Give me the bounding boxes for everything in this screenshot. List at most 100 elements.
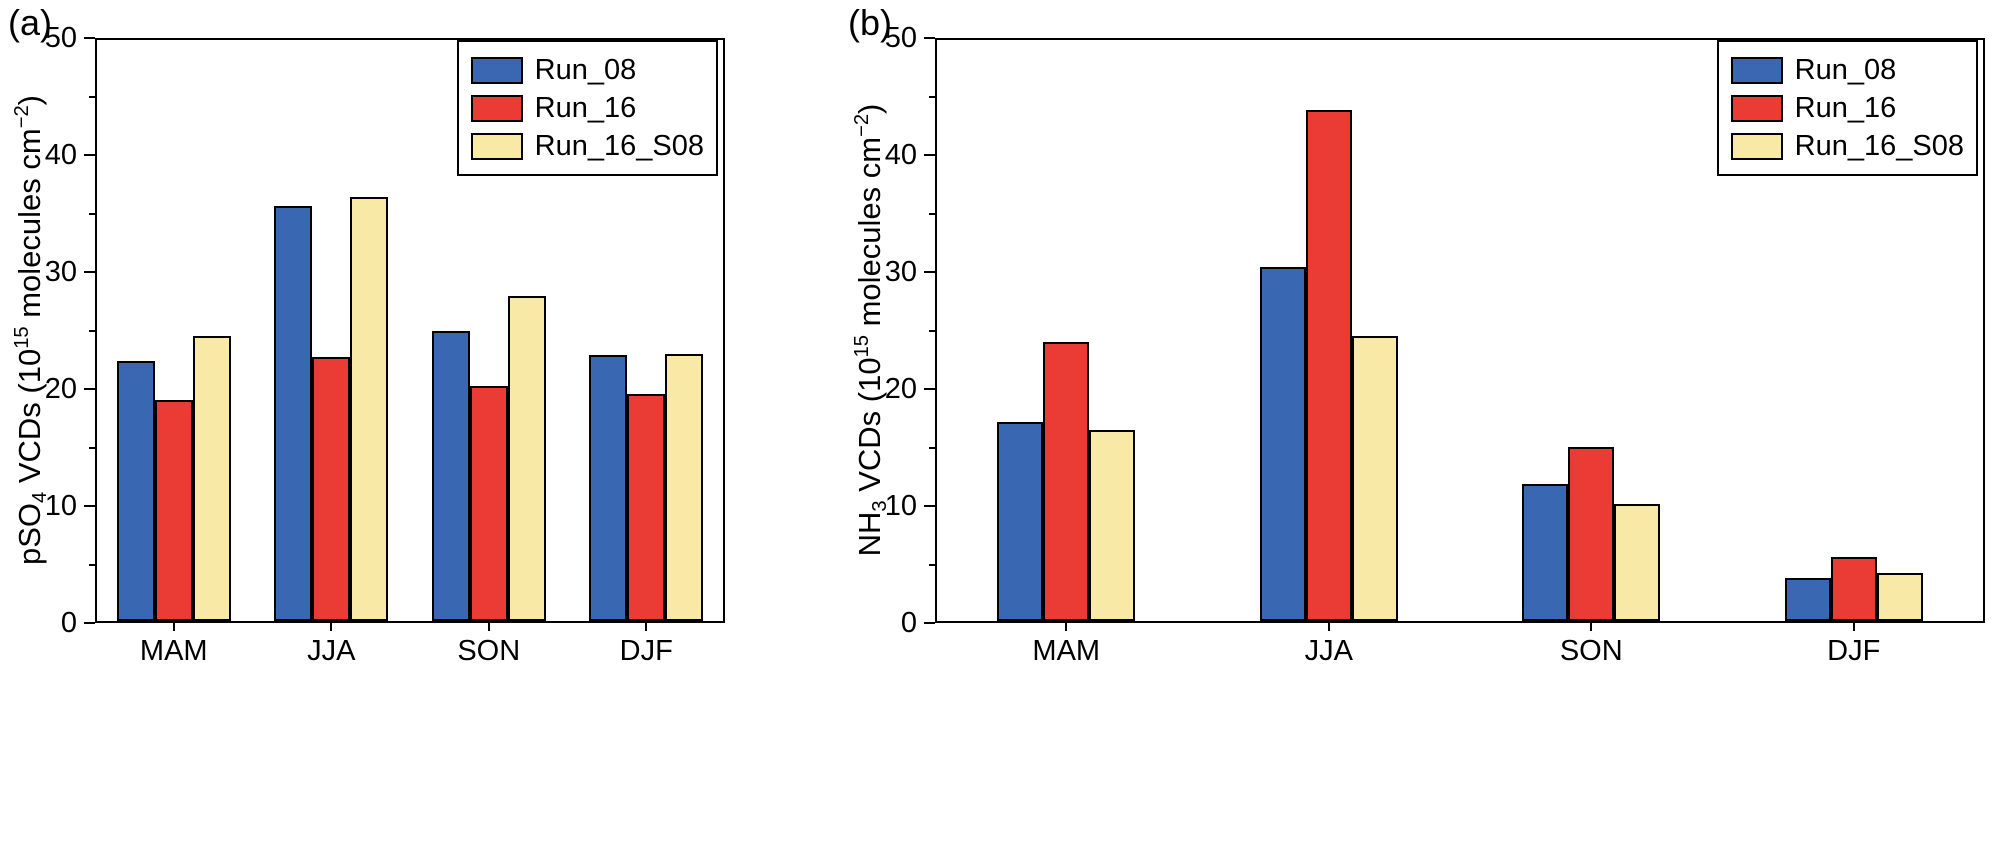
y-major-tick xyxy=(924,37,935,39)
y-minor-tick xyxy=(89,329,95,332)
bar-run_16-jja xyxy=(312,357,351,621)
legend-swatch-run_16 xyxy=(470,94,523,122)
bar-run_08-mam xyxy=(997,422,1044,621)
y-minor-tick xyxy=(929,95,935,98)
bar-run_16-djf xyxy=(1830,557,1877,621)
bar-run_16_s08-mam xyxy=(192,336,231,621)
y-axis-label-text: ) xyxy=(852,103,887,114)
x-category-label: MAM xyxy=(1032,635,1101,667)
legend-row-run_16_s08: Run_16_S08 xyxy=(470,130,704,162)
x-category-label: DJF xyxy=(1827,635,1881,667)
y-tick-label: 10 xyxy=(44,490,77,522)
legend-swatch-run_08 xyxy=(470,56,523,84)
y-tick-label: 50 xyxy=(44,22,77,54)
bar-run_08-jja xyxy=(1259,266,1306,621)
panel-label-b: (b) xyxy=(848,2,892,43)
bar-run_16-son xyxy=(1568,446,1615,621)
legend-row-run_16: Run_16 xyxy=(470,92,704,124)
x-category-label: MAM xyxy=(139,635,208,667)
bar-run_16_s08-son xyxy=(1614,503,1661,621)
y-tick-label: 30 xyxy=(884,256,917,288)
y-minor-tick xyxy=(929,563,935,566)
y-tick-label: 0 xyxy=(900,607,917,639)
x-tick xyxy=(1852,623,1855,631)
y-major-tick xyxy=(84,505,95,507)
y-minor-tick xyxy=(89,95,95,98)
y-minor-tick xyxy=(929,212,935,215)
legend-label-run_16: Run_16 xyxy=(534,92,637,124)
bar-run_08-jja xyxy=(274,206,313,621)
bar-run_16_s08-djf xyxy=(1876,573,1923,621)
y-minor-tick xyxy=(89,446,95,449)
y-minor-tick xyxy=(89,212,95,215)
y-major-tick xyxy=(924,154,935,156)
plot-area: Run_08 Run_16 Run_16_S08 xyxy=(935,38,1985,623)
y-tick-label: 40 xyxy=(44,139,77,171)
y-tick-label: 20 xyxy=(44,373,77,405)
legend-label-run_08: Run_08 xyxy=(1794,54,1897,86)
y-tick-label: 30 xyxy=(44,256,77,288)
y-major-tick xyxy=(84,388,95,390)
y-minor-tick xyxy=(929,446,935,449)
y-axis-label-text: VCDs (10 xyxy=(12,348,47,492)
y-tick-label: 20 xyxy=(884,373,917,405)
legend-swatch-run_16_s08 xyxy=(470,132,523,160)
x-category-label: JJA xyxy=(307,635,356,667)
legend-label-run_08: Run_08 xyxy=(534,54,637,86)
legend-label-run_16: Run_16 xyxy=(1794,92,1897,124)
legend: Run_08 Run_16 Run_16_S08 xyxy=(456,40,718,176)
y-axis-label-superscript: −2 xyxy=(10,105,33,129)
y-major-tick xyxy=(84,37,95,39)
bar-run_16-son xyxy=(469,386,508,621)
bar-run_08-son xyxy=(431,330,470,621)
y-tick-label: 10 xyxy=(884,490,917,522)
x-tick xyxy=(330,623,333,631)
y-tick-label: 0 xyxy=(60,607,77,639)
y-tick-label: 40 xyxy=(884,139,917,171)
bar-run_16-mam xyxy=(154,400,193,621)
y-minor-tick xyxy=(929,329,935,332)
bar-run_08-son xyxy=(1522,483,1569,621)
bar-run_16_s08-jja xyxy=(1351,336,1398,621)
x-category-label: SON xyxy=(457,635,521,667)
legend-swatch-run_16_s08 xyxy=(1730,132,1783,160)
y-major-tick xyxy=(924,388,935,390)
y-axis-label-superscript: −2 xyxy=(850,113,873,137)
bar-run_16_s08-son xyxy=(507,295,546,621)
x-tick xyxy=(1590,623,1593,631)
legend-row-run_16_s08: Run_16_S08 xyxy=(1730,130,1964,162)
y-tick-label: 50 xyxy=(884,22,917,54)
legend-swatch-run_08 xyxy=(1730,56,1783,84)
legend-row-run_08: Run_08 xyxy=(470,54,704,86)
bar-run_16-mam xyxy=(1043,342,1090,621)
y-major-tick xyxy=(924,622,935,624)
bar-run_16-jja xyxy=(1305,109,1352,621)
x-category-label: SON xyxy=(1559,635,1623,667)
y-major-tick xyxy=(84,271,95,273)
x-tick xyxy=(172,623,175,631)
y-axis-label: NH3 VCDs (1015 molecules cm−2) xyxy=(850,103,891,557)
legend-row-run_16: Run_16 xyxy=(1730,92,1964,124)
x-tick xyxy=(645,623,648,631)
y-major-tick xyxy=(924,505,935,507)
y-major-tick xyxy=(84,622,95,624)
y-axis-label-text: ) xyxy=(12,94,47,106)
x-tick xyxy=(1065,623,1068,631)
legend-label-run_16_s08: Run_16_S08 xyxy=(534,130,704,162)
legend: Run_08 Run_16 Run_16_S08 xyxy=(1716,40,1978,176)
x-category-label: JJA xyxy=(1304,635,1353,667)
chart-panel-a: (a) pSO4 VCDs (1015 molecules cm−2) Run_… xyxy=(0,0,800,849)
bar-run_16_s08-djf xyxy=(665,353,704,621)
plot-area: Run_08 Run_16 Run_16_S08 xyxy=(95,38,725,623)
legend-label-run_16_s08: Run_16_S08 xyxy=(1794,130,1964,162)
x-tick xyxy=(1327,623,1330,631)
y-major-tick xyxy=(84,154,95,156)
y-axis-label-superscript: 15 xyxy=(10,326,33,349)
bar-run_08-djf xyxy=(589,354,628,621)
x-category-label: DJF xyxy=(619,635,673,667)
y-major-tick xyxy=(924,271,935,273)
bar-run_16-djf xyxy=(627,394,666,621)
bar-run_08-djf xyxy=(1784,578,1831,621)
panel-label-a: (a) xyxy=(8,2,52,43)
x-tick xyxy=(487,623,490,631)
